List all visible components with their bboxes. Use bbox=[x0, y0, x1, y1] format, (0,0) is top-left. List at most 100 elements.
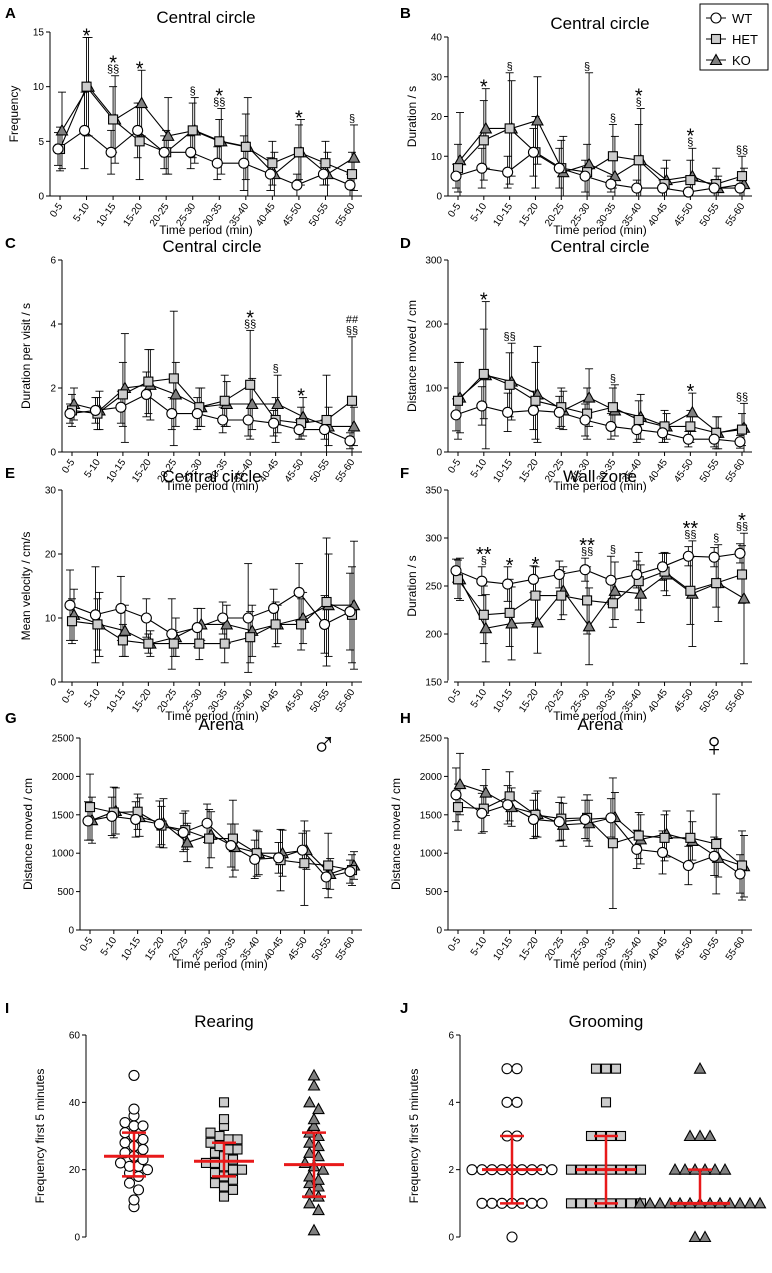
chart-title: Rearing bbox=[194, 1012, 254, 1031]
x-tick-label: 0-5 bbox=[48, 201, 66, 220]
y-tick-label: 4 bbox=[448, 1098, 454, 1109]
y-tick-label: 2000 bbox=[420, 772, 443, 783]
data-point-het bbox=[219, 638, 230, 649]
series-line bbox=[459, 119, 745, 189]
data-point-wt bbox=[527, 146, 540, 158]
data-point-wt bbox=[546, 1164, 558, 1176]
data-point-wt bbox=[605, 812, 617, 824]
data-point-het bbox=[736, 569, 748, 580]
x-tick-label: 50-55 bbox=[308, 457, 332, 485]
data-point-wt bbox=[318, 424, 331, 436]
data-point-ko bbox=[312, 1203, 325, 1216]
data-point-het bbox=[633, 155, 644, 166]
data-point-wt bbox=[476, 162, 488, 174]
x-tick-label: 50-55 bbox=[308, 687, 332, 715]
data-point-wt bbox=[78, 124, 91, 136]
significance-mark: * bbox=[480, 290, 488, 312]
data-point-wt bbox=[141, 1164, 154, 1176]
group-wt bbox=[104, 1069, 164, 1213]
x-tick-label: 10-15 bbox=[105, 687, 129, 715]
x-tick-label: 0-5 bbox=[446, 687, 464, 706]
data-point-het bbox=[240, 141, 251, 152]
x-tick-label: 10-15 bbox=[95, 201, 119, 229]
panel-letter: I bbox=[5, 1000, 9, 1017]
data-point-het bbox=[575, 1198, 587, 1209]
legend-marker-het bbox=[710, 33, 722, 45]
data-point-wt bbox=[137, 1133, 149, 1145]
chart-title: Central circle bbox=[162, 237, 261, 256]
x-tick-label: 5-10 bbox=[99, 935, 120, 958]
data-point-ko bbox=[698, 1230, 712, 1243]
significance-mark: * bbox=[686, 381, 694, 403]
data-point-wt bbox=[158, 146, 170, 158]
x-axis-label: Time period (min) bbox=[553, 479, 647, 493]
data-point-wt bbox=[511, 1063, 523, 1075]
x-tick-label: 45-50 bbox=[672, 935, 696, 963]
data-point-wt bbox=[64, 599, 76, 611]
series-line bbox=[455, 552, 741, 585]
data-point-het bbox=[143, 638, 154, 649]
series-wt bbox=[84, 796, 354, 889]
data-point-wt bbox=[506, 1231, 518, 1243]
data-point-wt bbox=[115, 401, 127, 413]
data-point-het bbox=[218, 1097, 230, 1108]
y-tick-label: 1500 bbox=[420, 810, 443, 821]
series-het bbox=[454, 328, 746, 450]
data-point-wt bbox=[130, 813, 142, 825]
series-line bbox=[61, 85, 355, 175]
data-point-wt bbox=[344, 866, 356, 878]
data-point-wt bbox=[268, 602, 280, 614]
data-point-wt bbox=[526, 1197, 538, 1209]
data-point-ko bbox=[633, 1196, 647, 1209]
data-point-ko bbox=[312, 1139, 325, 1152]
data-point-wt bbox=[708, 551, 720, 563]
data-point-het bbox=[625, 1198, 637, 1209]
data-point-het bbox=[530, 590, 541, 601]
data-point-wt bbox=[631, 424, 643, 436]
data-point-wt bbox=[137, 1143, 149, 1156]
series-line bbox=[71, 377, 353, 424]
series-het bbox=[56, 37, 356, 197]
x-axis-label: Time period (min) bbox=[165, 709, 259, 723]
data-point-wt bbox=[217, 414, 229, 426]
significance-mark: * bbox=[738, 510, 746, 532]
data-point-wt bbox=[476, 807, 488, 819]
data-point-wt bbox=[128, 1103, 140, 1115]
data-point-ko bbox=[245, 397, 259, 410]
data-point-het bbox=[478, 368, 489, 379]
panel-letter: C bbox=[5, 235, 16, 252]
x-tick-label: 40-45 bbox=[646, 935, 670, 963]
data-point-het bbox=[504, 123, 515, 134]
y-tick-label: 0 bbox=[50, 448, 56, 459]
significance-mark: §§ bbox=[213, 97, 225, 109]
data-point-ko bbox=[708, 1163, 722, 1175]
legend-marker-wt bbox=[710, 12, 722, 24]
data-point-het bbox=[607, 598, 618, 609]
data-point-ko bbox=[303, 1136, 316, 1148]
chart-title: Grooming bbox=[569, 1012, 644, 1031]
data-point-wt bbox=[476, 575, 488, 587]
data-point-wt bbox=[317, 168, 330, 180]
data-point-ko bbox=[312, 1102, 325, 1115]
series-wt bbox=[66, 563, 354, 673]
data-point-ko bbox=[118, 624, 132, 636]
chart-panel-c: C Central circle 0 2 4 6 Duration per visit / … bbox=[5, 235, 362, 493]
data-point-wt bbox=[140, 388, 152, 400]
y-tick-label: 0 bbox=[68, 926, 74, 937]
data-point-het bbox=[205, 1127, 216, 1138]
data-point-het bbox=[635, 1164, 647, 1175]
x-tick-label: 50-55 bbox=[698, 201, 722, 229]
significance-mark: § bbox=[584, 61, 590, 73]
y-axis-label: Duration / s bbox=[405, 86, 419, 147]
series-line bbox=[69, 393, 351, 442]
y-tick-label: 500 bbox=[57, 887, 74, 898]
y-tick-label: 10 bbox=[431, 152, 443, 163]
y-tick-label: 15 bbox=[33, 28, 45, 39]
data-point-ko bbox=[307, 1068, 321, 1081]
data-point-wt bbox=[89, 404, 102, 416]
data-point-ko bbox=[608, 584, 622, 596]
data-point-ko bbox=[312, 1179, 325, 1192]
group-het bbox=[194, 1097, 254, 1202]
significance-mark: §§ bbox=[684, 529, 696, 541]
chart-title: Arena bbox=[577, 715, 623, 734]
